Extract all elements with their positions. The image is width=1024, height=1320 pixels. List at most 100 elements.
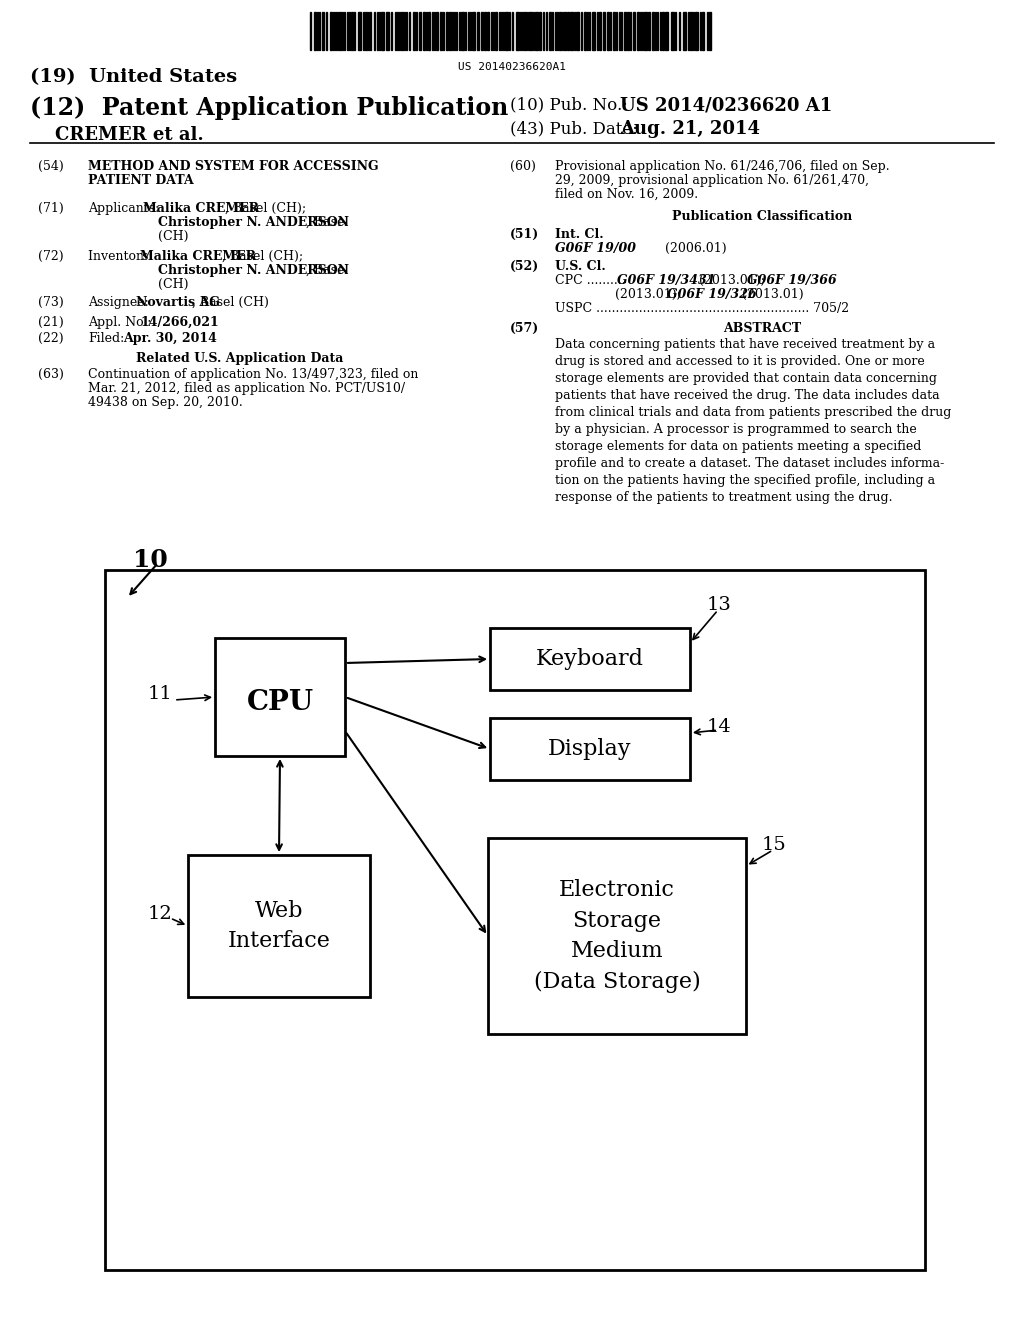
Text: Electronic
Storage
Medium
(Data Storage): Electronic Storage Medium (Data Storage) [534,879,700,993]
Text: 11: 11 [148,685,173,704]
Text: Inventors:: Inventors: [88,249,161,263]
Text: Display: Display [548,738,632,760]
Bar [633,12,635,50]
Text: Novartis AG: Novartis AG [136,296,220,309]
Text: (2013.01);: (2013.01); [615,288,685,301]
Text: (2013.01);: (2013.01); [695,275,769,286]
Bar [413,12,415,50]
Bar [477,12,479,50]
Bar [401,12,403,50]
Text: Assignee:: Assignee: [88,296,157,309]
Bar [648,12,650,50]
Bar [644,12,647,50]
Text: G06F 19/3431: G06F 19/3431 [617,275,716,286]
Text: 14/266,021: 14/266,021 [140,315,219,329]
Bar [428,12,430,50]
Bar [535,12,538,50]
Text: Keyboard: Keyboard [536,648,644,671]
Text: Data concerning patients that have received treatment by a
drug is stored and ac: Data concerning patients that have recei… [555,338,951,504]
Text: PATIENT DATA: PATIENT DATA [88,174,194,187]
Text: Malika CREMER: Malika CREMER [143,202,259,215]
Bar [539,12,541,50]
Text: Christopher N. ANDERSON: Christopher N. ANDERSON [158,264,349,277]
Bar [339,12,341,50]
Bar [652,12,654,50]
Bar [505,12,508,50]
Bar [584,12,586,50]
Bar [683,12,686,50]
Text: (73): (73) [38,296,63,309]
Bar [516,12,519,50]
Text: G06F 19/326: G06F 19/326 [667,288,757,301]
Bar [709,12,711,50]
Text: CREMER et al.: CREMER et al. [55,125,204,144]
Text: US 20140236620A1: US 20140236620A1 [458,62,566,73]
Bar [665,12,668,50]
Bar [381,12,384,50]
Bar [330,12,332,50]
Text: Web
Interface: Web Interface [227,900,331,952]
Text: (2006.01): (2006.01) [665,242,727,255]
Bar [599,12,601,50]
Text: Appl. No.:: Appl. No.: [88,315,160,329]
Text: (CH): (CH) [158,230,188,243]
Text: (60): (60) [510,160,536,173]
Text: Christopher N. ANDERSON: Christopher N. ANDERSON [158,216,349,228]
Text: , Basel (CH): , Basel (CH) [193,296,269,309]
Text: , Basel: , Basel [306,264,348,277]
Text: 49438 on Sep. 20, 2010.: 49438 on Sep. 20, 2010. [88,396,243,409]
Bar [490,628,690,690]
Text: 12: 12 [148,906,173,923]
Bar [570,12,573,50]
Bar [637,12,639,50]
Text: 10: 10 [133,548,168,572]
Bar [351,12,353,50]
Text: (71): (71) [38,202,63,215]
Text: G06F 19/366: G06F 19/366 [746,275,837,286]
Text: Aug. 21, 2014: Aug. 21, 2014 [620,120,760,139]
Text: (51): (51) [510,228,540,242]
Text: 14: 14 [707,718,732,737]
Bar [423,12,425,50]
Bar [449,12,451,50]
Text: 29, 2009, provisional application No. 61/261,470,: 29, 2009, provisional application No. 61… [555,174,869,187]
Bar [488,838,746,1034]
Text: (19)  United States: (19) United States [30,69,238,86]
Bar [564,12,566,50]
Text: G06F 19/00: G06F 19/00 [555,242,636,255]
Bar [322,12,324,50]
Text: Filed:: Filed: [88,333,124,345]
Text: 13: 13 [707,597,732,614]
Text: U.S. Cl.: U.S. Cl. [555,260,606,273]
Bar [575,12,579,50]
Bar [524,12,526,50]
Bar [461,12,464,50]
Bar [481,12,483,50]
Bar [662,12,664,50]
Bar [495,12,497,50]
Bar [559,12,561,50]
Bar [592,12,595,50]
Text: Mar. 21, 2012, filed as application No. PCT/US10/: Mar. 21, 2012, filed as application No. … [88,381,406,395]
Bar [490,718,690,780]
Bar [607,12,609,50]
Text: Applicants:: Applicants: [88,202,160,215]
Text: (43) Pub. Date:: (43) Pub. Date: [510,120,638,137]
Text: Provisional application No. 61/246,706, filed on Sep.: Provisional application No. 61/246,706, … [555,160,890,173]
Text: (21): (21) [38,315,63,329]
Bar [549,12,551,50]
Bar [690,12,692,50]
Bar [314,12,316,50]
Text: (63): (63) [38,368,63,381]
Bar [446,12,449,50]
Text: Malika CREMER: Malika CREMER [140,249,256,263]
Text: 15: 15 [762,836,786,854]
Text: ABSTRACT: ABSTRACT [723,322,801,335]
Text: (10) Pub. No.:: (10) Pub. No.: [510,96,628,114]
Text: (72): (72) [38,249,63,263]
Text: (22): (22) [38,333,63,345]
Text: Apr. 30, 2014: Apr. 30, 2014 [123,333,217,345]
Bar [358,12,361,50]
Text: filed on Nov. 16, 2009.: filed on Nov. 16, 2009. [555,187,698,201]
Bar [613,12,615,50]
